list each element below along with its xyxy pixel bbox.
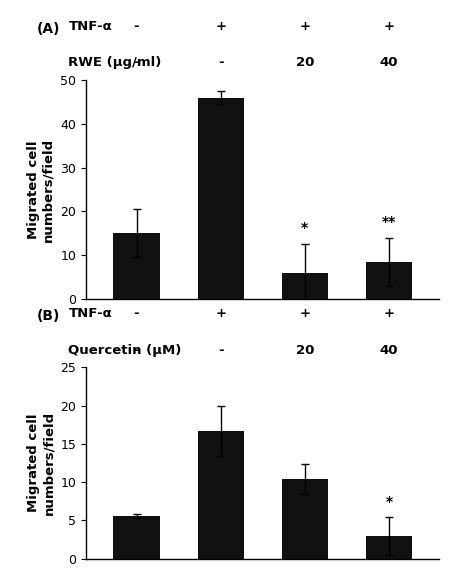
- Text: 40: 40: [380, 343, 398, 357]
- Text: *: *: [386, 495, 392, 509]
- Bar: [366, 262, 412, 299]
- Text: +: +: [383, 307, 395, 321]
- Y-axis label: Migrated cell
numbers/field: Migrated cell numbers/field: [27, 137, 55, 242]
- Text: -: -: [134, 20, 140, 33]
- Text: +: +: [215, 20, 226, 33]
- Text: +: +: [383, 20, 395, 33]
- Bar: [198, 98, 244, 299]
- Bar: [366, 536, 412, 559]
- Text: -: -: [218, 343, 223, 357]
- Text: +: +: [299, 20, 310, 33]
- Text: -: -: [134, 343, 140, 357]
- Y-axis label: Migrated cell
numbers/field: Migrated cell numbers/field: [27, 411, 55, 515]
- Text: 20: 20: [296, 56, 314, 69]
- Text: (B): (B): [37, 309, 60, 323]
- Text: TNF-α: TNF-α: [68, 307, 112, 321]
- Text: -: -: [218, 56, 223, 69]
- Text: 20: 20: [296, 343, 314, 357]
- Bar: [282, 479, 328, 559]
- Text: +: +: [299, 307, 310, 321]
- Bar: [198, 431, 244, 559]
- Bar: [113, 516, 160, 559]
- Text: 40: 40: [380, 56, 398, 69]
- Text: (A): (A): [37, 22, 60, 36]
- Text: +: +: [215, 307, 226, 321]
- Text: -: -: [134, 307, 140, 321]
- Bar: [282, 272, 328, 299]
- Text: TNF-α: TNF-α: [68, 20, 112, 33]
- Bar: [113, 233, 160, 299]
- Text: *: *: [301, 221, 308, 235]
- Text: -: -: [134, 56, 140, 69]
- Text: RWE (μg/ml): RWE (μg/ml): [68, 56, 162, 69]
- Text: **: **: [382, 215, 396, 229]
- Text: Quercetin (μM): Quercetin (μM): [68, 343, 182, 357]
